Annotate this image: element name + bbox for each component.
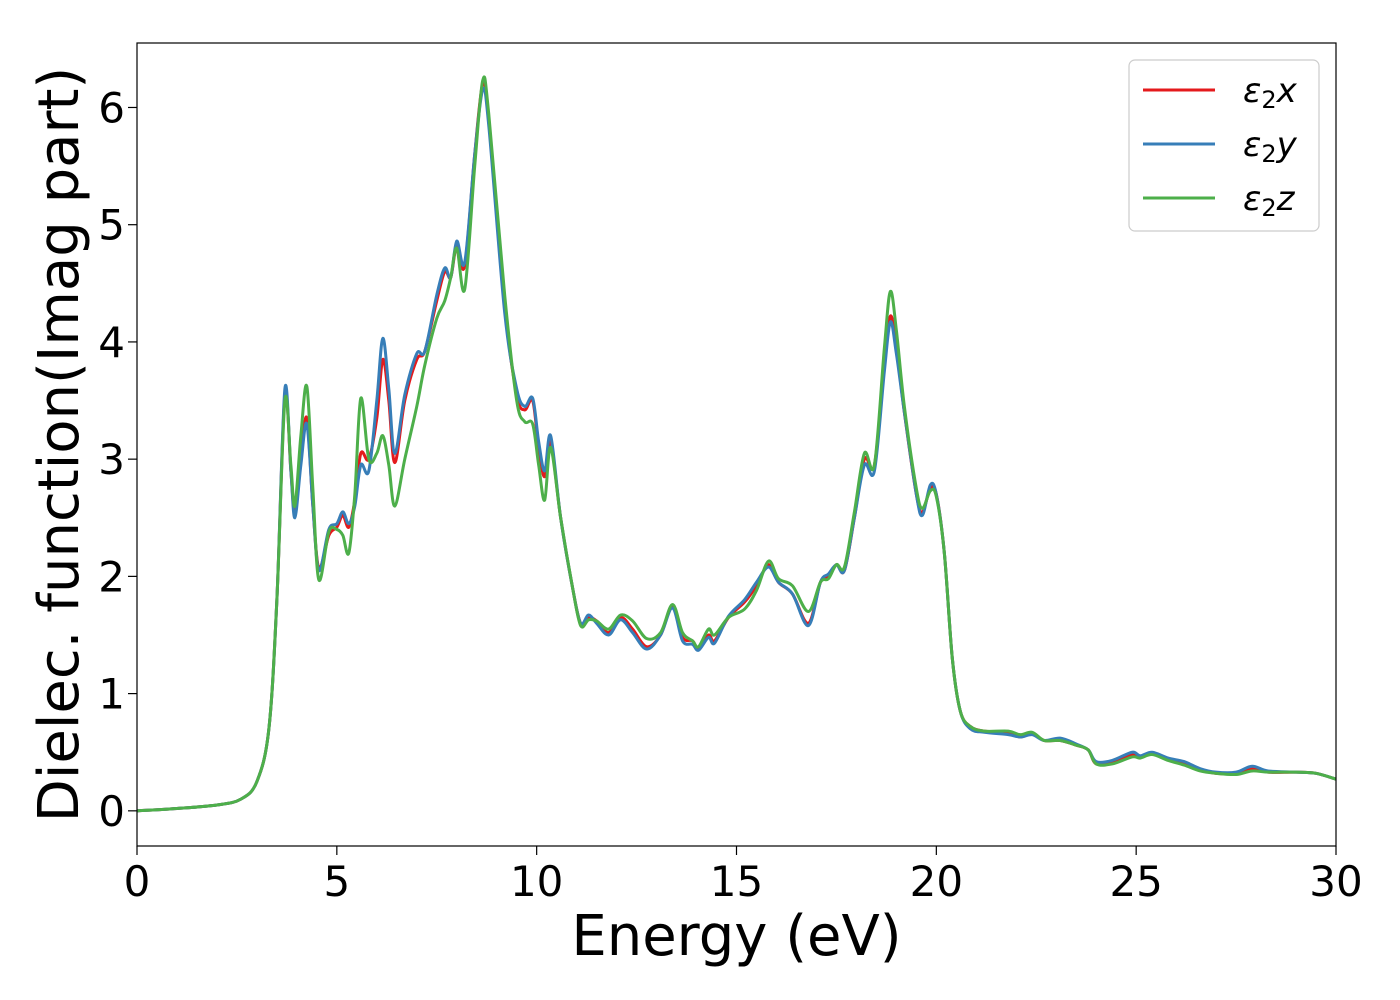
- series-layer: [137, 75, 1336, 813]
- x-tick-label: 30: [1309, 857, 1362, 906]
- y-axis-title: Dielec. function(Imag part): [27, 67, 92, 823]
- y-tick-label: 1: [98, 670, 125, 719]
- x-tick-label: 20: [910, 857, 963, 906]
- y-tick-label: 4: [98, 318, 125, 367]
- y-tick-label: 3: [98, 435, 125, 484]
- x-axis-title: Energy (eV): [571, 904, 901, 969]
- x-tick-label: 0: [124, 857, 151, 906]
- legend-label-y: ε2y: [1243, 125, 1298, 168]
- x-tick-label: 10: [510, 857, 563, 906]
- y-axis: 0 1 2 3 4 5 6: [98, 83, 137, 836]
- y-tick-label: 6: [98, 83, 125, 132]
- x-tick-label: 5: [323, 857, 350, 906]
- x-axis: 0 5 10 15 20 25 30: [124, 846, 1363, 906]
- series-line-z: [137, 75, 1336, 813]
- x-tick-label: 25: [1109, 857, 1162, 906]
- legend-box: [1128, 59, 1320, 232]
- legend: ε2x ε2y ε2z: [1128, 59, 1320, 232]
- y-tick-label: 0: [98, 787, 125, 836]
- legend-label-x: ε2x: [1243, 71, 1298, 114]
- x-tick-label: 15: [710, 857, 763, 906]
- y-tick-label: 2: [98, 552, 125, 601]
- legend-label-z: ε2z: [1243, 179, 1296, 222]
- y-tick-label: 5: [98, 201, 125, 250]
